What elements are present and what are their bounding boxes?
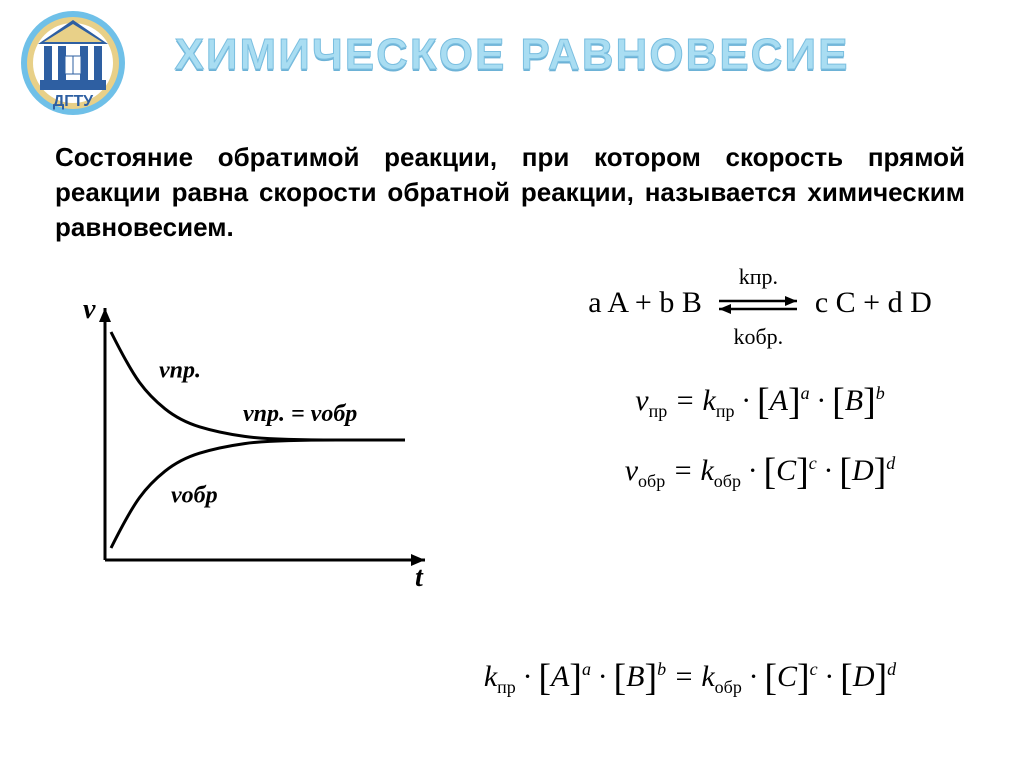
svg-text:v: v: [83, 294, 96, 325]
page-title: ХИМИЧЕСКОЕ РАВНОВЕСИЕ: [0, 30, 1024, 80]
equilibrium-chart: v t vпр. vобр vпр. = vобр: [55, 290, 455, 600]
equation-column: a A + b B kпр. kобр. c C + d D vпр = kпр…: [500, 260, 1020, 520]
reaction-right: c C + d D: [815, 286, 932, 319]
formula-v-forward: vпр = kпр · [A]a · [B]b: [500, 380, 1020, 424]
svg-text:vпр. = vобр: vпр. = vобр: [243, 401, 357, 427]
slide: ДГТУ ХИМИЧЕСКОЕ РАВНОВЕСИЕ Состояние обр…: [0, 0, 1024, 768]
k-reverse-label: kобр.: [733, 324, 783, 349]
svg-text:t: t: [415, 562, 424, 593]
svg-text:vпр.: vпр.: [159, 358, 201, 384]
logo-text: ДГТУ: [53, 93, 94, 110]
definition-text: Состояние обратимой реакции, при котором…: [55, 140, 965, 245]
k-forward-label: kпр.: [739, 264, 778, 289]
formula-v-reverse: vобр = kобр · [C]c · [D]d: [500, 450, 1020, 494]
reaction-equation: a A + b B kпр. kобр. c C + d D: [500, 260, 1020, 350]
reaction-left: a A + b B: [588, 286, 702, 319]
svg-text:vобр: vобр: [171, 482, 218, 508]
equilibrium-arrows-icon: kпр. kобр.: [713, 260, 803, 350]
formula-equality: kпр · [A]a · [B]b = kобр · [C]c · [D]d: [370, 656, 1010, 700]
